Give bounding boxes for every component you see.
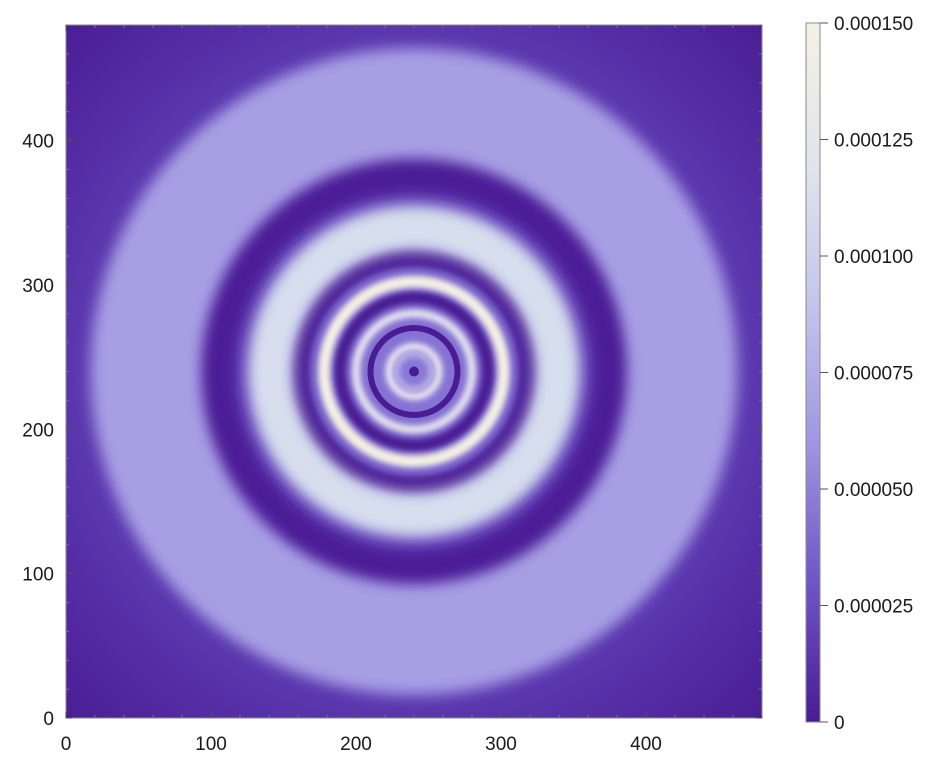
colorbar-tick-label: 0.000025	[834, 597, 913, 618]
ring-8	[193, 150, 635, 593]
colorbar: 0 0.000025 0.000050 0.000075 0.000100 0.00012…	[805, 14, 913, 734]
x-tick-label: 0	[61, 734, 72, 755]
x-tick-label: 300	[485, 734, 517, 755]
x-tick-label: 100	[195, 734, 227, 755]
ring-2	[367, 325, 461, 418]
colorbar-tick-label: 0.000050	[834, 480, 913, 501]
ring-9	[90, 48, 738, 695]
colorbar-tick-label: 0	[834, 713, 845, 734]
y-tick-label: 200	[22, 420, 54, 441]
y-tick-label: 400	[22, 132, 54, 153]
y-tick-label: 100	[22, 565, 54, 586]
colorbar-tick-label: 0.000100	[834, 247, 913, 268]
inner-halo	[393, 350, 435, 393]
y-tick-label: 300	[22, 276, 54, 297]
colorbar-tick-label: 0.000150	[834, 14, 913, 35]
ring-6	[289, 246, 539, 497]
axes: 0 100 200 300 400 0 100 200 300 400	[22, 24, 763, 755]
plot-area	[66, 25, 762, 718]
x-tick-label: 400	[630, 734, 662, 755]
ring-3	[352, 309, 476, 434]
ring-5	[318, 275, 510, 468]
center-dot	[409, 366, 419, 377]
ring-7	[248, 205, 580, 538]
x-tick-label: 200	[340, 734, 372, 755]
ring-1	[385, 342, 443, 401]
y-tick-label: 0	[43, 709, 54, 730]
colorbar-gradient	[805, 22, 821, 723]
ring-4	[334, 291, 494, 452]
colorbar-tick-label: 0.000125	[834, 131, 913, 152]
colorbar-tick-label: 0.000075	[834, 364, 913, 385]
